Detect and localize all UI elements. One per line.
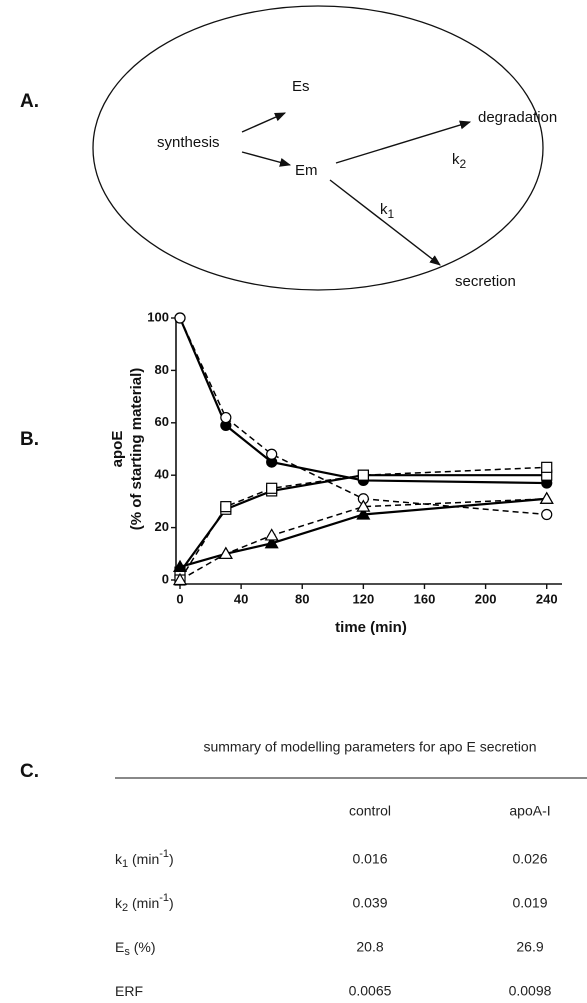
data-point bbox=[218, 546, 233, 559]
data-point bbox=[357, 469, 369, 481]
edge-label-base: k bbox=[380, 201, 388, 218]
row-label-part: (%) bbox=[130, 939, 156, 955]
panel-label: B. bbox=[20, 429, 39, 450]
node: degradation bbox=[478, 109, 557, 126]
arrow bbox=[241, 151, 292, 167]
data-point bbox=[356, 499, 371, 512]
column-header: apoA-I bbox=[509, 803, 550, 819]
row-label: k1 (min-1) bbox=[115, 848, 174, 870]
arrow bbox=[335, 120, 472, 164]
cell-outline bbox=[92, 5, 544, 291]
data-point bbox=[220, 411, 232, 424]
data-point bbox=[174, 312, 186, 324]
cell: 0.019 bbox=[512, 895, 547, 911]
series-line bbox=[179, 474, 547, 573]
panel-label: A. bbox=[20, 91, 39, 112]
row-label-part: ) bbox=[169, 851, 174, 867]
row-label-part: ) bbox=[169, 895, 174, 911]
series-line bbox=[179, 317, 547, 516]
x-tick-label: 120 bbox=[353, 591, 375, 606]
row-label-part: E bbox=[115, 939, 124, 955]
x-tick-label: 80 bbox=[295, 591, 309, 606]
arrow bbox=[329, 179, 441, 266]
node: Es bbox=[292, 78, 310, 95]
edge-label: k1 bbox=[380, 201, 395, 221]
column-header: control bbox=[349, 803, 391, 819]
cell: 0.0065 bbox=[349, 983, 392, 999]
edge-label-sub: 2 bbox=[460, 157, 467, 171]
node: secretion bbox=[455, 273, 516, 290]
row-label: ERF bbox=[115, 983, 143, 999]
data-point bbox=[356, 507, 371, 520]
table-title: summary of modelling parameters for apo … bbox=[203, 739, 536, 755]
data-point bbox=[172, 572, 188, 586]
data-point bbox=[172, 559, 188, 572]
row-label-part: 1 bbox=[122, 858, 128, 870]
y-tick-label: 0 bbox=[162, 571, 169, 586]
y-axis-label: (% of starting material) bbox=[128, 368, 145, 531]
series-line bbox=[178, 317, 547, 485]
cell: 0.0098 bbox=[509, 983, 552, 999]
data-point bbox=[264, 536, 279, 549]
x-axis-label: time (min) bbox=[335, 619, 407, 636]
x-tick-label: 200 bbox=[475, 591, 497, 606]
cell: 0.026 bbox=[512, 851, 547, 867]
data-point bbox=[541, 508, 553, 521]
data-point bbox=[266, 482, 278, 494]
y-axis-label: apoE bbox=[109, 431, 126, 468]
row-label-part: (min bbox=[128, 851, 159, 867]
x-tick-label: 160 bbox=[414, 591, 436, 606]
edge-label: k2 bbox=[452, 151, 467, 171]
data-point bbox=[264, 528, 279, 541]
edge-label-sub: 1 bbox=[388, 207, 395, 221]
y-tick-label: 40 bbox=[155, 467, 169, 482]
cell: 26.9 bbox=[516, 939, 543, 955]
row-label: Es (%) bbox=[115, 939, 156, 958]
data-point bbox=[541, 461, 553, 473]
x-tick-label: 240 bbox=[536, 591, 558, 606]
data-point bbox=[266, 448, 278, 460]
edge-label-base: k bbox=[452, 151, 460, 168]
row-label-part: -1 bbox=[159, 848, 169, 860]
x-tick-label: 0 bbox=[176, 591, 183, 606]
y-tick-label: 20 bbox=[155, 519, 169, 534]
x-tick-label: 40 bbox=[234, 591, 248, 606]
y-tick-label: 60 bbox=[155, 414, 169, 429]
row-label: k2 (min-1) bbox=[115, 892, 174, 914]
panel-label: C. bbox=[20, 761, 39, 782]
row-label-part: s bbox=[124, 946, 130, 958]
data-point bbox=[220, 501, 232, 513]
node: synthesis bbox=[157, 134, 220, 151]
node: Em bbox=[295, 162, 318, 179]
cell: 0.039 bbox=[352, 895, 387, 911]
arrow bbox=[241, 112, 287, 133]
cell: 20.8 bbox=[356, 939, 383, 955]
row-label-part: k bbox=[115, 851, 123, 867]
row-label-part: ERF bbox=[115, 983, 143, 999]
y-tick-label: 100 bbox=[147, 309, 169, 324]
chart: 0 20 40 60 80 100 0 40 80 120 160 200 240 time (min) a… bbox=[109, 309, 562, 636]
row-label-part: k bbox=[115, 895, 123, 911]
cell: 0.016 bbox=[352, 851, 387, 867]
row-label-part: -1 bbox=[159, 892, 169, 904]
row-label-part: (min bbox=[128, 895, 159, 911]
row-label-part: 2 bbox=[122, 902, 128, 914]
y-tick-label: 80 bbox=[155, 362, 169, 377]
data-point bbox=[539, 491, 554, 504]
